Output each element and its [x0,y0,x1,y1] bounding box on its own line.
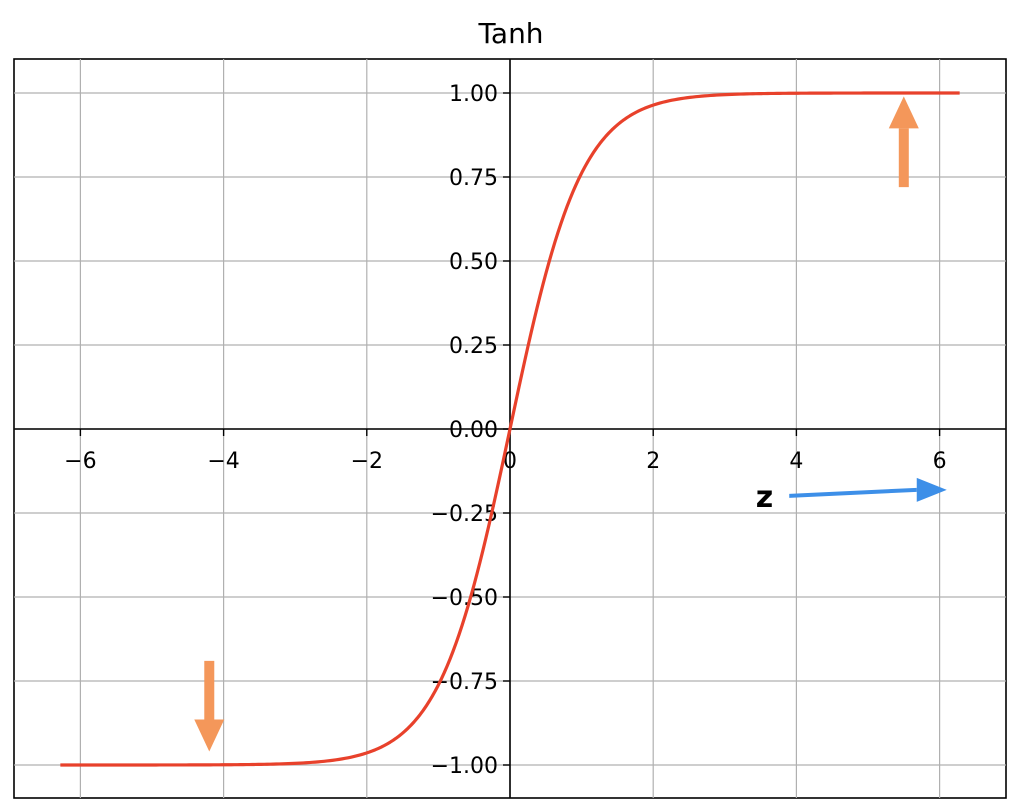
y-tick-label: −0.50 [431,586,498,611]
lower-saturation-arrow [194,660,225,752]
upper-saturation-arrow [888,96,919,188]
x-tick-label: 4 [789,449,803,474]
arrow-shaft [898,128,909,188]
y-tick-label: 0.75 [449,166,498,191]
series-layer [60,91,960,767]
tanh-curve [60,91,960,767]
y-tick-label: 1.00 [449,82,498,107]
x-tick-label: 2 [646,449,660,474]
x-tick-label: −4 [207,449,239,474]
x-tick-label: 0 [503,449,517,474]
y-tick-label: 0.50 [449,250,498,275]
z-label: z [756,480,773,515]
x-tick-label: −2 [351,449,383,474]
x-tick-label: −6 [64,449,96,474]
z-axis-arrow: z [756,477,947,515]
arrow-head [888,96,919,129]
arrow-shaft [789,487,917,498]
y-tick-label: −1.00 [431,754,498,779]
arrow-head [916,477,947,502]
y-tick-label: 0.25 [449,334,498,359]
arrow-shaft [204,660,215,720]
tick-labels: −6 −4 −2 0 2 4 6 1.00 0.75 0.50 0.25 0.00 −0.25 −0.50… [64,82,946,779]
annotations: z [194,96,947,752]
chart-title: Tanh [477,17,543,50]
y-tick-label: −0.25 [431,502,498,527]
x-tick-label: 6 [933,449,947,474]
arrow-head [194,719,225,752]
y-tick-label: 0.00 [449,418,498,443]
